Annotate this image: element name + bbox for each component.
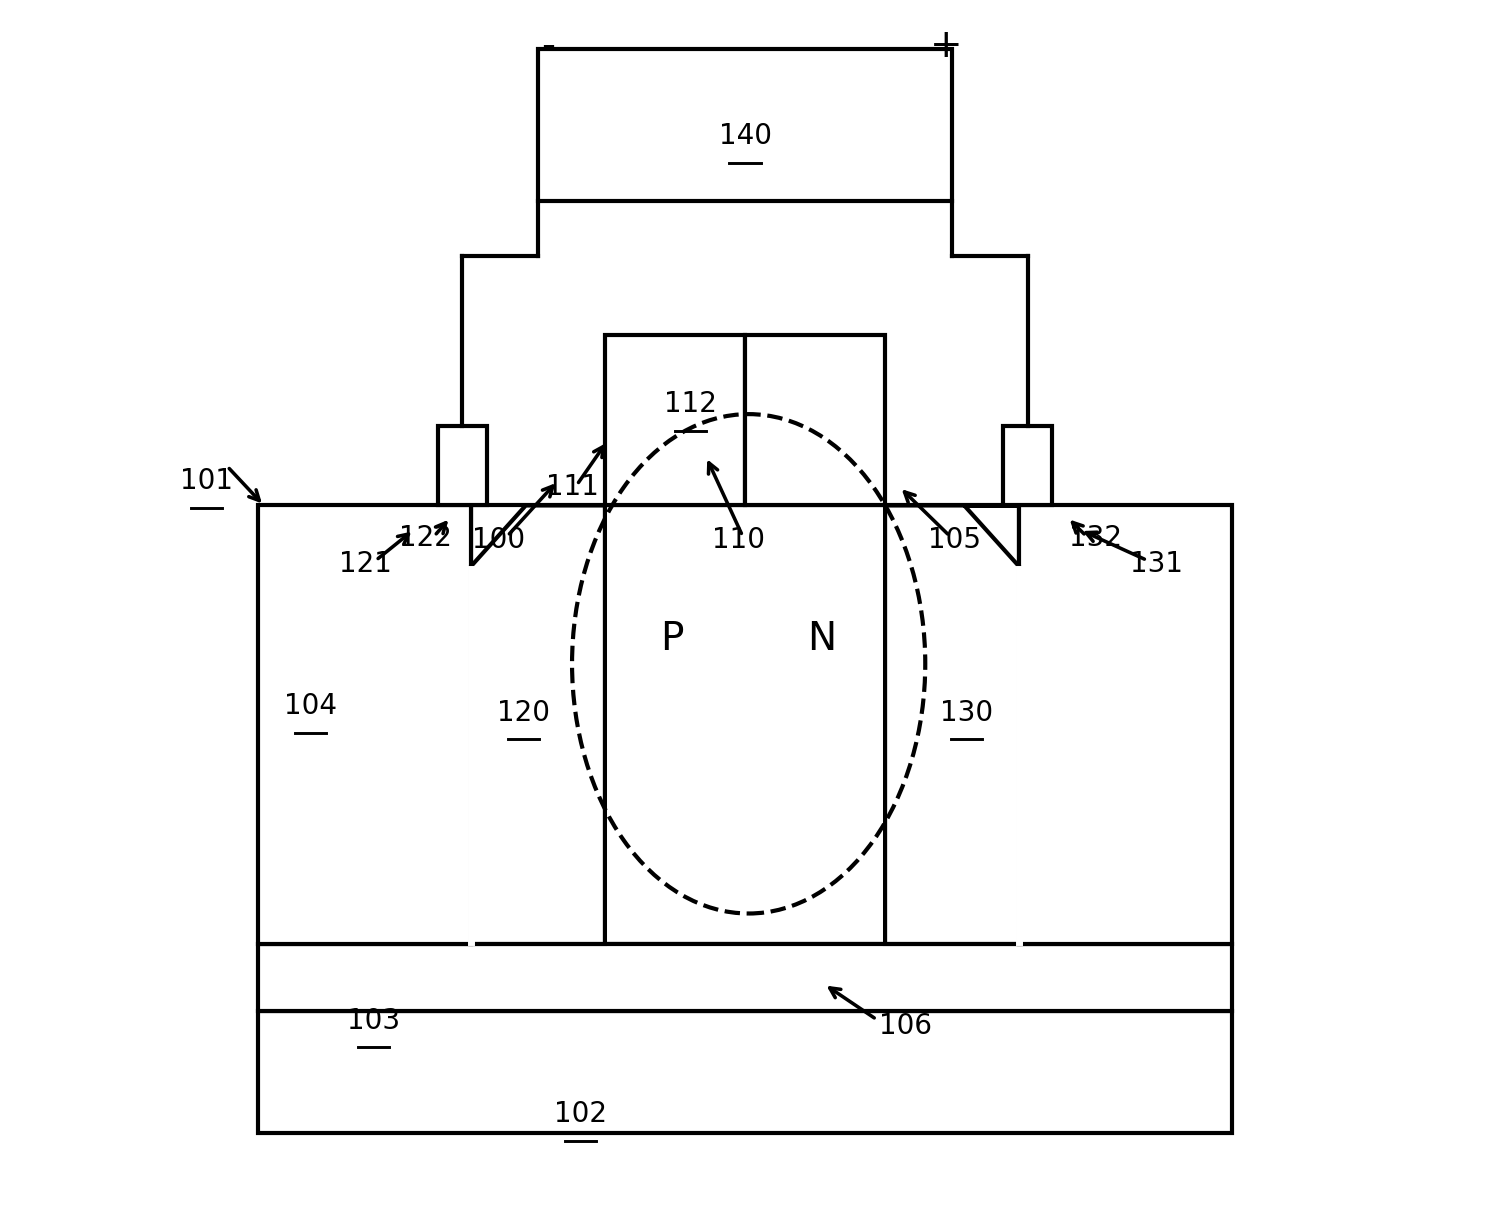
Bar bbox=[438, 426, 487, 505]
Text: N: N bbox=[808, 620, 836, 659]
Bar bbox=[1019, 505, 1232, 944]
Text: 131: 131 bbox=[1131, 551, 1183, 577]
Text: 140: 140 bbox=[718, 123, 772, 150]
Bar bbox=[605, 335, 745, 505]
Text: 132: 132 bbox=[1070, 525, 1122, 552]
Bar bbox=[538, 49, 952, 201]
Bar bbox=[471, 505, 1019, 944]
Text: 101: 101 bbox=[180, 468, 232, 495]
Text: 121: 121 bbox=[338, 551, 392, 577]
Polygon shape bbox=[471, 505, 605, 944]
Text: 130: 130 bbox=[940, 699, 994, 726]
Text: 120: 120 bbox=[496, 699, 550, 726]
Bar bbox=[258, 1011, 1232, 1133]
Text: 112: 112 bbox=[663, 391, 717, 418]
Bar bbox=[1003, 426, 1052, 505]
Bar bbox=[745, 335, 885, 505]
Text: 111: 111 bbox=[545, 474, 599, 501]
Text: 103: 103 bbox=[347, 1007, 401, 1034]
Bar bbox=[258, 505, 471, 944]
Text: 102: 102 bbox=[554, 1101, 606, 1128]
Text: P: P bbox=[660, 620, 684, 659]
Text: 106: 106 bbox=[879, 1012, 931, 1039]
Text: 110: 110 bbox=[712, 526, 766, 553]
Polygon shape bbox=[885, 505, 1019, 944]
Text: -: - bbox=[541, 27, 554, 66]
Text: 104: 104 bbox=[283, 693, 337, 720]
Text: 122: 122 bbox=[399, 525, 453, 552]
Text: 105: 105 bbox=[928, 526, 980, 553]
Bar bbox=[258, 944, 1232, 1011]
Text: +: + bbox=[930, 27, 963, 66]
Text: 100: 100 bbox=[472, 526, 526, 553]
